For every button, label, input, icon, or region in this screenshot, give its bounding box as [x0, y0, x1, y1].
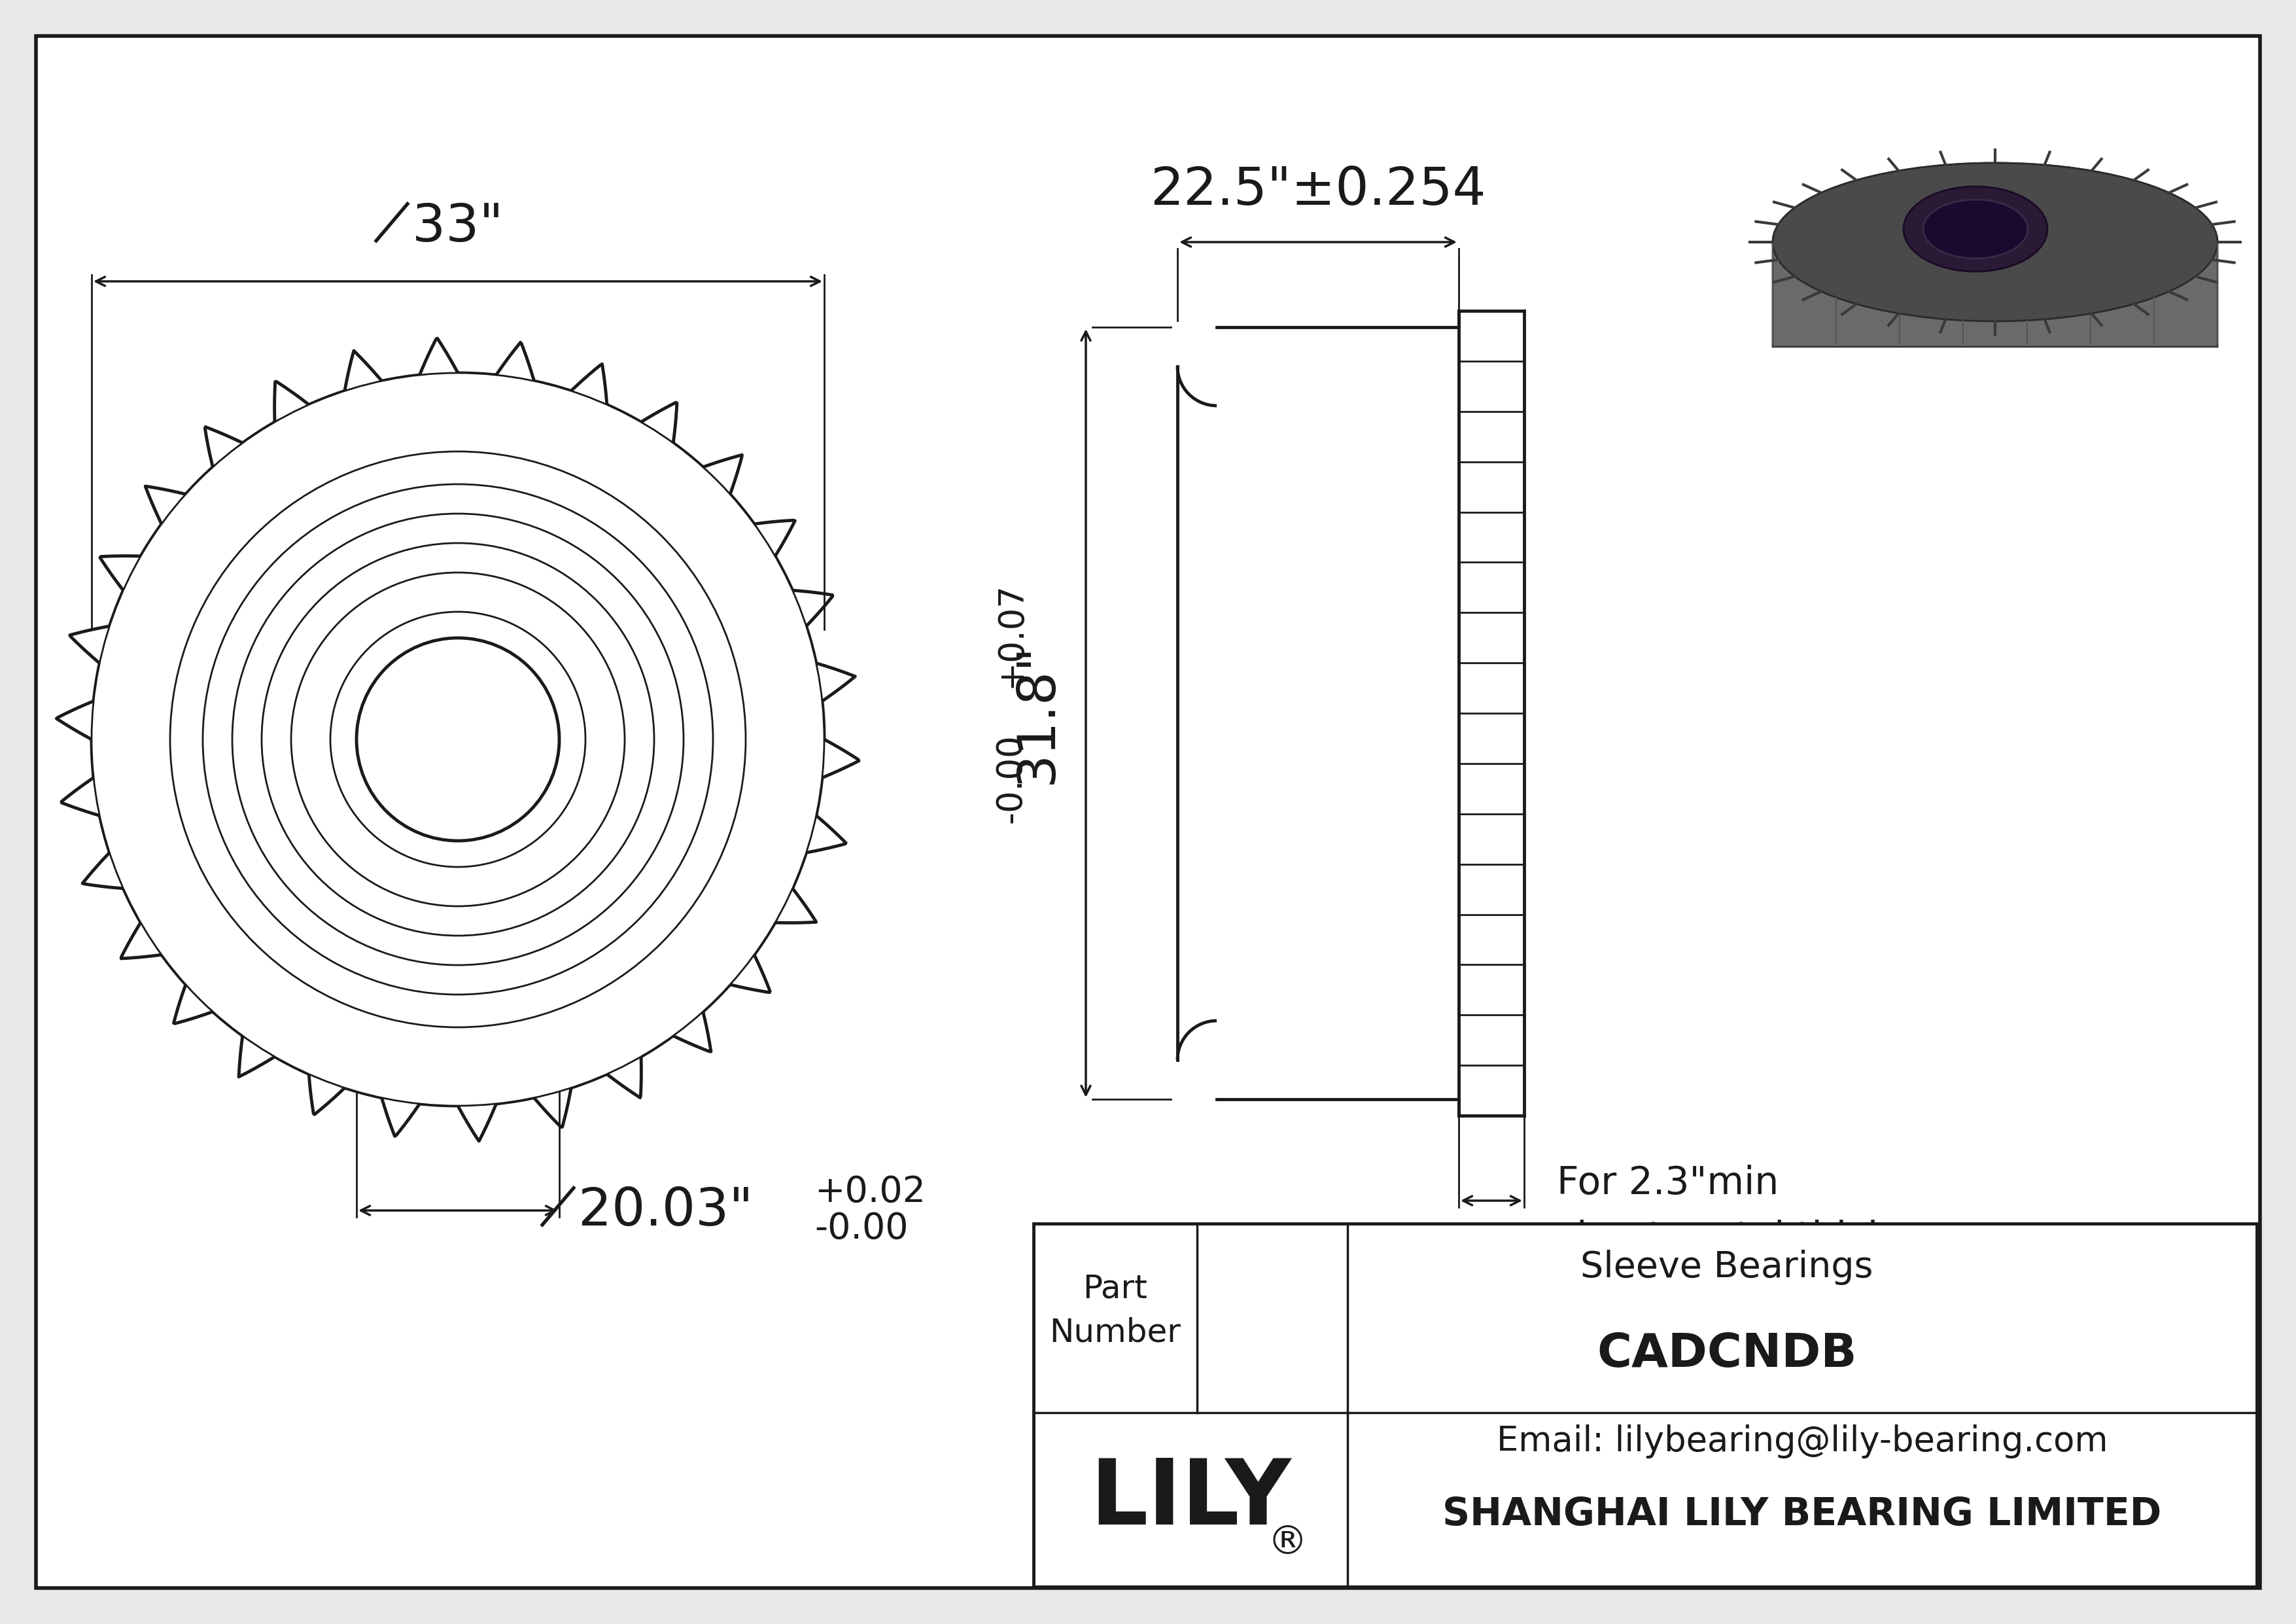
Circle shape — [92, 374, 824, 1106]
Text: ®: ® — [1267, 1523, 1306, 1562]
Text: +0.07: +0.07 — [994, 581, 1029, 687]
Text: +0.02: +0.02 — [815, 1174, 925, 1210]
Bar — [1458, 310, 1525, 1116]
Text: -0.00: -0.00 — [815, 1212, 909, 1247]
Text: -0.00: -0.00 — [994, 734, 1029, 823]
Text: 22.5"±0.254: 22.5"±0.254 — [1150, 166, 1486, 216]
Text: For 2.3"min
sheet metal thickness: For 2.3"min sheet metal thickness — [1557, 1164, 1977, 1257]
Polygon shape — [1773, 162, 2218, 348]
Text: 31.8": 31.8" — [1013, 643, 1063, 784]
Text: SHANGHAI LILY BEARING LIMITED: SHANGHAI LILY BEARING LIMITED — [1442, 1496, 2161, 1533]
Ellipse shape — [1924, 200, 2027, 258]
Text: CADCNDB: CADCNDB — [1598, 1332, 1857, 1377]
Polygon shape — [1178, 326, 1458, 1099]
Text: ̸33": ̸33" — [413, 201, 503, 252]
Circle shape — [356, 638, 560, 841]
Text: Email: lilybearing@lily-bearing.com: Email: lilybearing@lily-bearing.com — [1497, 1424, 2108, 1458]
Ellipse shape — [1773, 162, 2218, 322]
Ellipse shape — [1903, 187, 2048, 271]
Bar — [1033, 1223, 2257, 1587]
Text: Sleeve Bearings: Sleeve Bearings — [1580, 1249, 1874, 1285]
Polygon shape — [57, 338, 859, 1142]
Text: LILY: LILY — [1091, 1455, 1290, 1544]
Text: Part
Number: Part Number — [1049, 1273, 1180, 1348]
Text: ̸20.03": ̸20.03" — [579, 1186, 753, 1236]
